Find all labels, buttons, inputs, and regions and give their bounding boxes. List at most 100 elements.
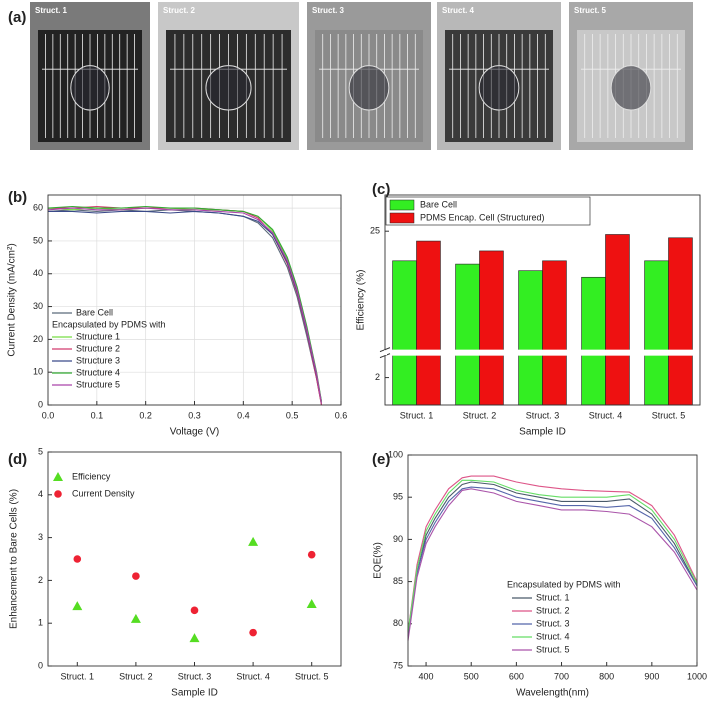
legend-swatch — [389, 199, 415, 211]
y-tick-label: 20 — [33, 334, 43, 344]
x-tick-label: 500 — [464, 671, 479, 681]
bar — [668, 237, 693, 406]
legend-label: Struct. 2 — [536, 605, 570, 615]
y-axis-title: Efficiency (%) — [356, 270, 367, 331]
photo-caption: Struct. 4 — [442, 6, 475, 15]
marker — [189, 633, 200, 643]
x-tick-label: 800 — [599, 671, 614, 681]
y-tick-label: 75 — [393, 660, 403, 670]
x-tick-label: Struct. 5 — [295, 671, 329, 681]
y-tick-label: 95 — [393, 492, 403, 502]
x-tick-label: 0.3 — [188, 410, 201, 420]
x-tick-label: 900 — [644, 671, 659, 681]
x-tick-label: 0.6 — [335, 410, 348, 420]
x-tick-label: 400 — [419, 671, 434, 681]
legend-label: Struct. 3 — [536, 618, 570, 628]
x-tick-label: Struct. 2 — [463, 410, 497, 420]
legend-label: Structure 5 — [76, 379, 120, 389]
plot-frame — [47, 194, 342, 406]
bar — [581, 276, 606, 406]
x-tick-label: 0.4 — [237, 410, 250, 420]
axis-break — [382, 349, 703, 356]
x-axis-title: Sample ID — [171, 688, 218, 699]
photo: Struct. 2 — [158, 2, 299, 150]
x-tick-label: 0.5 — [286, 410, 299, 420]
photo-caption: Struct. 2 — [163, 6, 196, 15]
x-tick-label: 1000 — [687, 671, 707, 681]
y-tick-label: 60 — [33, 203, 43, 213]
panel-label: (c) — [372, 181, 390, 198]
x-axis-title: Sample ID — [519, 427, 566, 438]
x-tick-label: Struct. 3 — [178, 671, 212, 681]
marker — [190, 606, 199, 615]
marker — [248, 536, 259, 546]
legend-label: Bare Cell — [420, 199, 457, 209]
bar — [542, 260, 567, 406]
legend-title: Encapsulated by PDMS with — [507, 579, 621, 589]
x-tick-label: Struct. 3 — [526, 410, 560, 420]
y-tick-label: 2 — [375, 372, 380, 382]
marker — [132, 572, 140, 580]
y-tick-label: 25 — [370, 226, 380, 236]
series-line — [407, 488, 698, 641]
x-tick-label: 0.1 — [91, 410, 104, 420]
marker — [307, 550, 316, 559]
x-tick-label: Struct. 4 — [236, 671, 270, 681]
legend-label: Structure 4 — [76, 367, 120, 377]
x-tick-label: 700 — [554, 671, 569, 681]
marker — [249, 628, 257, 637]
droplet — [205, 65, 252, 111]
y-tick-label: 40 — [33, 268, 43, 278]
series-line — [47, 207, 323, 404]
legend-label: Struct. 4 — [536, 631, 570, 641]
y-tick-label: 1 — [38, 618, 43, 628]
y-axis-title: EQE(%) — [373, 542, 384, 579]
droplet — [478, 65, 520, 111]
y-tick-label: 4 — [38, 489, 43, 499]
panel-label: (d) — [8, 451, 27, 468]
x-tick-label: Struct. 2 — [119, 671, 153, 681]
bar — [518, 270, 543, 406]
x-tick-label: 600 — [509, 671, 524, 681]
legend-label: Struct. 1 — [536, 592, 570, 602]
droplet — [70, 65, 110, 111]
series-line — [47, 205, 323, 402]
x-tick-label: Struct. 1 — [61, 671, 95, 681]
legend-swatch — [54, 490, 62, 498]
x-tick-label: 0.2 — [139, 410, 152, 420]
marker — [73, 555, 82, 563]
x-tick-label: Struct. 5 — [652, 410, 686, 420]
y-tick-label: 100 — [388, 449, 403, 459]
y-tick-label: 2 — [38, 575, 43, 585]
y-tick-label: 10 — [33, 367, 43, 377]
panel-label: (b) — [8, 189, 27, 206]
legend-label: Structure 3 — [76, 355, 120, 365]
bar — [479, 250, 504, 406]
bar — [605, 234, 630, 406]
legend-swatch — [389, 212, 415, 224]
x-axis-title: Voltage (V) — [170, 427, 219, 438]
legend-frame — [385, 196, 591, 226]
x-tick-label: Struct. 1 — [400, 410, 434, 420]
panel-label: (a) — [8, 9, 26, 26]
bar — [416, 240, 441, 406]
legend-title: Encapsulated by PDMS with — [52, 319, 166, 329]
bar — [392, 260, 417, 406]
x-tick-label: Struct. 4 — [589, 410, 623, 420]
y-tick-label: 0 — [38, 399, 43, 409]
y-axis-title: Enhancement to Bare Cells (%) — [9, 489, 20, 629]
marker — [130, 613, 141, 623]
legend-label: Structure 1 — [76, 331, 120, 341]
y-tick-label: 5 — [38, 446, 43, 456]
plot-frame — [384, 194, 701, 406]
photo-caption: Struct. 3 — [312, 6, 345, 15]
y-tick-label: 85 — [393, 576, 403, 586]
series-line — [407, 475, 698, 633]
photo: Struct. 5 — [569, 2, 693, 150]
series-line — [407, 486, 698, 637]
y-tick-label: 50 — [33, 235, 43, 245]
bar — [455, 263, 480, 406]
legend-swatch — [53, 472, 63, 481]
series-line — [407, 479, 698, 633]
y-axis-title: Current Density (mA/cm²) — [7, 243, 18, 356]
